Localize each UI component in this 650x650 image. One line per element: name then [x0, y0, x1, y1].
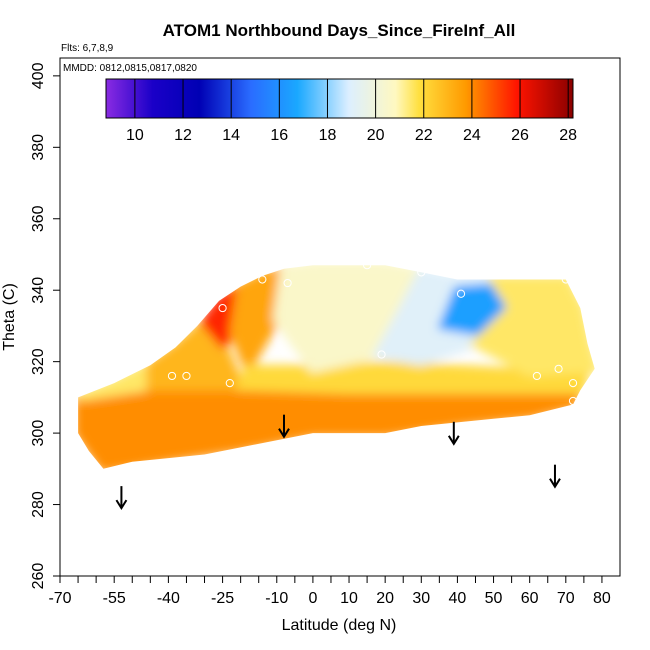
heatmap-field — [78, 265, 595, 469]
plot-frame — [59, 57, 621, 577]
colorbar-tick-label-9: 28 — [559, 127, 577, 144]
colorbar-tick-label-7: 24 — [463, 127, 481, 144]
x-tick-label-5: 0 — [308, 590, 317, 607]
colorbar-tick-label-8: 26 — [511, 127, 529, 144]
x-axis-label: Latitude (deg N) — [282, 617, 397, 634]
sample-points — [167, 261, 578, 406]
x-tick-label-13: 80 — [593, 590, 611, 607]
x-tick-label-11: 60 — [521, 590, 539, 607]
colorbar-tick-label-0: 10 — [126, 127, 144, 144]
sample-point-10 — [377, 350, 386, 359]
y-tick-label-2: 300 — [30, 420, 47, 447]
sample-point-9 — [225, 378, 234, 388]
colorbar-tick-label-2: 14 — [222, 127, 240, 144]
y-tick-label-1: 280 — [30, 491, 47, 518]
sample-point-1 — [218, 303, 227, 313]
y-tick-label-3: 320 — [30, 348, 47, 375]
arrow-marker-3 — [549, 464, 561, 489]
sample-point-2 — [283, 278, 292, 288]
sample-point-8 — [182, 371, 191, 381]
x-tick-label-12: 70 — [557, 590, 575, 607]
sample-point-14 — [568, 396, 578, 406]
x-axis: -70 -55 -40 -25 -10 0 10 20 30 40 50 60 70 80 — [48, 576, 611, 607]
x-tick-label-6: 10 — [340, 590, 358, 607]
x-tick-label-9: 40 — [449, 590, 467, 607]
x-tick-label-8: 30 — [412, 590, 430, 607]
colorbar-tick-label-4: 18 — [319, 127, 337, 144]
y-tick-label-5: 360 — [30, 205, 47, 232]
sample-point-3 — [362, 261, 372, 270]
colorbar-tick-label-3: 16 — [270, 127, 288, 144]
field-region-0 — [78, 382, 587, 469]
dates-note: MMDD: 0812,0815,0817,0820 — [63, 63, 197, 74]
x-tick-label-0: -70 — [48, 590, 71, 607]
arrow-marker-0 — [115, 486, 128, 511]
x-tick-label-1: -55 — [103, 590, 126, 607]
x-tick-label-2: -40 — [157, 590, 180, 607]
field-region-9 — [468, 275, 595, 377]
x-tick-label-10: 50 — [485, 590, 503, 607]
arrow-markers — [115, 414, 561, 511]
colorbar-tick-label-5: 20 — [367, 127, 385, 144]
y-tick-label-4: 340 — [30, 277, 47, 304]
sample-point-6 — [561, 275, 570, 284]
y-tick-label-7: 400 — [30, 62, 47, 89]
sample-point-12 — [554, 364, 563, 373]
y-axis-label: Theta (C) — [1, 283, 18, 351]
y-tick-label-0: 260 — [30, 563, 47, 590]
sample-point-4 — [417, 268, 426, 277]
chart-title: ATOM1 Northbound Days_Since_FireInf_All — [163, 21, 516, 40]
x-tick-label-4: -10 — [265, 590, 288, 607]
sample-point-0 — [258, 275, 267, 284]
arrow-marker-2 — [447, 421, 460, 446]
colorbar-tick-label-1: 12 — [174, 127, 192, 144]
sample-point-13 — [568, 378, 578, 388]
colorbar-tick-label-6: 22 — [415, 127, 433, 144]
sample-point-5 — [456, 289, 466, 298]
arrow-marker-1 — [278, 414, 290, 439]
colorbar-gradient — [105, 78, 574, 119]
y-axis: 260 280 300 320 340 360 380 400 — [30, 62, 60, 589]
sample-point-11 — [532, 371, 542, 381]
flights-note: Flts: 6,7,8,9 — [61, 43, 114, 54]
y-tick-label-6: 380 — [30, 134, 47, 161]
x-tick-label-7: 20 — [376, 590, 394, 607]
colorbar: 10 12 14 16 18 20 22 24 26 28 — [105, 78, 577, 144]
x-tick-label-3: -25 — [211, 590, 234, 607]
sample-point-7 — [167, 371, 177, 381]
